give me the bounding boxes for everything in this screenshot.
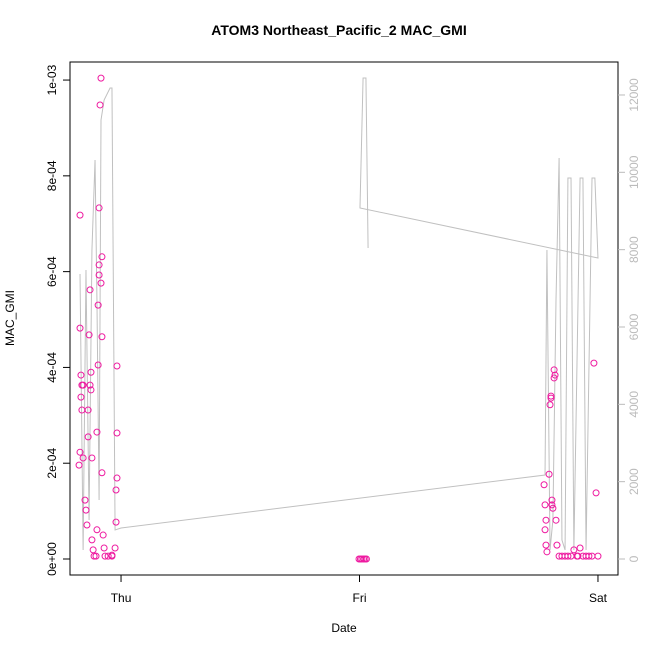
data-point (99, 531, 107, 539)
data-point (98, 469, 106, 477)
data-point (547, 394, 555, 402)
data-point (96, 101, 104, 109)
chart-title: ATOM3 Northeast_Pacific_2 MAC_GMI (211, 22, 466, 38)
data-point (553, 541, 561, 549)
data-point (585, 552, 593, 560)
data-point (95, 261, 103, 269)
altitude-line (79, 77, 599, 551)
data-point (576, 544, 584, 552)
x-tick-label: Sat (589, 591, 608, 605)
data-point (95, 204, 103, 212)
data-point (86, 286, 94, 294)
data-point (97, 279, 105, 287)
data-point (592, 489, 600, 497)
data-point (84, 433, 92, 441)
data-point (108, 551, 116, 559)
data-point (82, 506, 90, 514)
data-point (552, 516, 560, 524)
y2-tick-label: 10000 (627, 155, 641, 189)
y2-tick-label: 2000 (627, 468, 641, 495)
data-point (87, 368, 95, 376)
data-point (545, 470, 553, 478)
data-point (549, 504, 557, 512)
data-point (590, 359, 598, 367)
data-point (100, 544, 108, 552)
data-point (550, 366, 558, 374)
data-point (594, 552, 602, 560)
data-point (77, 393, 85, 401)
data-point (86, 381, 94, 389)
data-point (574, 552, 582, 560)
data-point (113, 429, 121, 437)
y-axis-label: MAC_GMI (3, 290, 17, 346)
data-point (88, 536, 96, 544)
x-tick-label: Fri (353, 591, 367, 605)
data-point (542, 541, 550, 549)
data-point (547, 392, 555, 400)
data-point (90, 552, 98, 560)
data-point (88, 454, 96, 462)
data-point (79, 381, 87, 389)
data-point (98, 253, 106, 261)
data-point (546, 401, 554, 409)
data-point (98, 333, 106, 341)
data-point (101, 552, 109, 560)
y-tick-label: 6e-04 (45, 256, 59, 287)
data-point (87, 386, 95, 394)
data-point (84, 406, 92, 414)
data-point (104, 552, 112, 560)
data-point (81, 496, 89, 504)
data-point (540, 481, 548, 489)
data-point (111, 544, 119, 552)
data-point (113, 474, 121, 482)
y-tick-label: 0e+00 (45, 542, 59, 576)
y2-tick-label: 12000 (627, 78, 641, 112)
data-point (550, 374, 558, 382)
y2-tick-label: 4000 (627, 391, 641, 418)
plot-box (69, 61, 619, 576)
y2-tick-label: 6000 (627, 313, 641, 340)
data-point (548, 496, 556, 504)
data-point (85, 331, 93, 339)
data-point (541, 501, 549, 509)
x-tick-label: Thu (111, 591, 132, 605)
data-point (76, 448, 84, 456)
data-point (113, 362, 121, 370)
data-point (551, 371, 559, 379)
data-point (89, 546, 97, 554)
data-point (570, 546, 578, 554)
data-point (112, 486, 120, 494)
data-point (77, 371, 85, 379)
data-point (79, 454, 87, 462)
data-point (76, 324, 84, 332)
y-tick-label: 1e-03 (45, 64, 59, 95)
data-point (542, 516, 550, 524)
data-point (83, 521, 91, 529)
data-point (564, 552, 572, 560)
data-point (95, 271, 103, 279)
data-point (92, 552, 100, 560)
data-point (76, 211, 84, 219)
y-tick-label: 2e-04 (45, 448, 59, 479)
data-point (94, 301, 102, 309)
data-point (94, 361, 102, 369)
data-point (112, 518, 120, 526)
data-point (543, 548, 551, 556)
data-point (362, 555, 370, 563)
data-point (548, 501, 556, 509)
data-point (93, 526, 101, 534)
y-tick-label: 4e-04 (45, 352, 59, 383)
x-axis-label: Date (331, 621, 357, 635)
y2-tick-label: 0 (627, 555, 641, 562)
data-point (541, 526, 549, 534)
data-point (93, 428, 101, 436)
y2-tick-label: 8000 (627, 236, 641, 263)
data-point (75, 461, 83, 469)
data-point (97, 74, 105, 82)
y-tick-label: 8e-04 (45, 160, 59, 191)
